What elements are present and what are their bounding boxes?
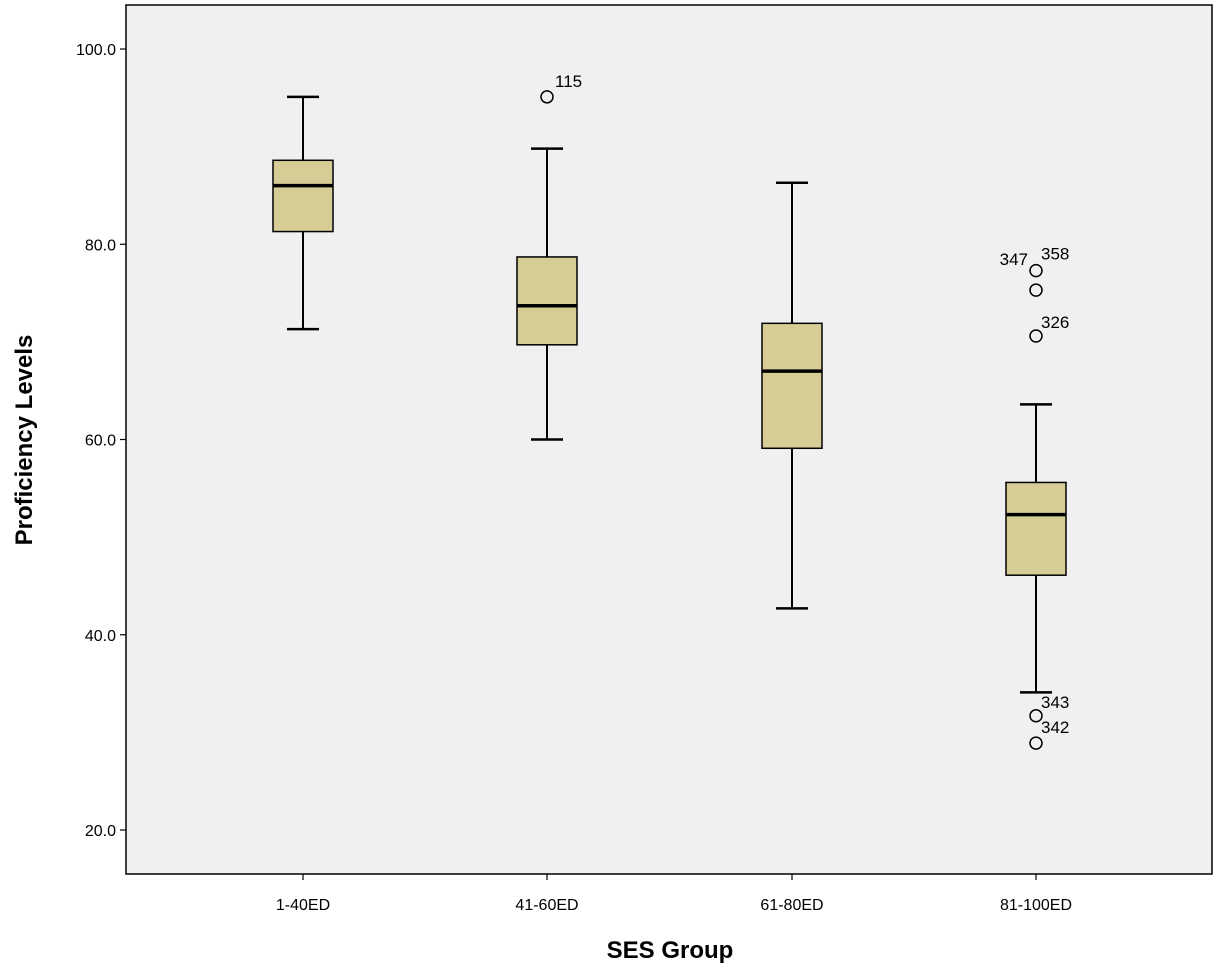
outlier-label: 342 — [1041, 718, 1069, 737]
y-axis-title: Proficiency Levels — [11, 335, 38, 546]
outlier-point — [1029, 736, 1043, 750]
y-tick-label: 40.0 — [85, 628, 116, 645]
x-tick-label: 61-80ED — [760, 897, 823, 914]
outlier-label: 347 — [1000, 250, 1028, 269]
x-axis-title: SES Group — [607, 937, 734, 964]
x-tick-label: 41-60ED — [515, 897, 578, 914]
box-group — [272, 95, 334, 331]
outlier-point — [1029, 263, 1043, 278]
box-group: 358 347 326 343 342 — [1000, 245, 1069, 750]
box-iqr — [1005, 481, 1067, 576]
box-group — [761, 181, 823, 610]
outlier-label: 326 — [1041, 313, 1069, 332]
y-axis: 20.0 40.0 60.0 80.0 100.0 — [76, 42, 126, 840]
x-axis: 1-40ED 41-60ED 61-80ED 81-100ED — [276, 874, 1072, 914]
box-iqr — [272, 159, 334, 233]
box-iqr — [761, 322, 823, 450]
y-tick-label: 60.0 — [85, 433, 116, 450]
box-iqr — [516, 256, 578, 346]
outlier-label: 343 — [1041, 693, 1069, 712]
plot-area — [125, 4, 1213, 875]
outlier-point — [1029, 283, 1043, 297]
y-tick-label: 100.0 — [76, 42, 116, 59]
outlier-point — [1029, 709, 1043, 723]
outlier-point — [1029, 329, 1043, 343]
outlier-point — [540, 90, 554, 104]
box-group: 115 — [516, 72, 582, 441]
y-tick-label: 20.0 — [85, 823, 116, 840]
outlier-label: 115 — [555, 72, 582, 91]
x-tick-label: 1-40ED — [276, 897, 330, 914]
outlier-label: 358 — [1041, 245, 1069, 264]
x-tick-label: 81-100ED — [1000, 897, 1072, 914]
y-tick-label: 80.0 — [85, 237, 116, 254]
boxes-layer: 115 358 347 326 343 342 — [272, 72, 1069, 750]
